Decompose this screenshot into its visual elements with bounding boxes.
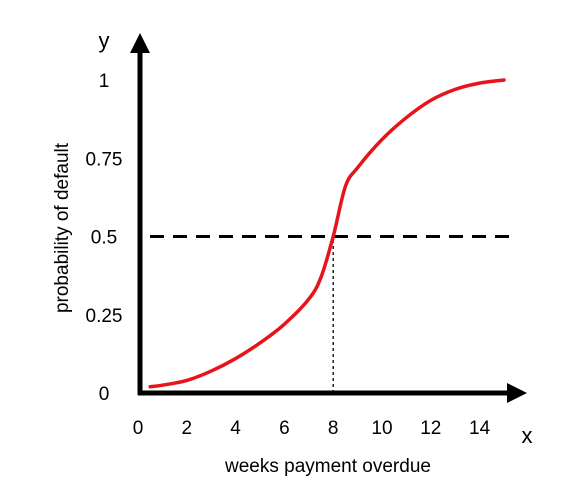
axes <box>130 33 527 403</box>
y-axis-label: probability of default <box>52 142 73 313</box>
plot-layer <box>148 78 515 393</box>
x-tick-label: 0 <box>133 418 144 439</box>
y-tick-label: 0.75 <box>86 149 123 170</box>
series-line <box>148 78 506 389</box>
y-axis-letter: y <box>99 28 110 53</box>
x-axis-letter: x <box>522 423 533 448</box>
x-tick-label: 6 <box>279 418 290 439</box>
x-tick-label: 10 <box>371 418 392 439</box>
y-tick-label: 0.5 <box>91 228 117 249</box>
y-tick-label: 0 <box>99 384 110 405</box>
y-tick-label: 1 <box>99 71 110 92</box>
x-axis-arrowhead <box>507 383 527 403</box>
text-layer: y x weeks payment overdue probability of… <box>52 28 533 477</box>
y-tick-label: 0.25 <box>86 306 123 327</box>
x-tick-label: 8 <box>328 418 339 439</box>
x-tick-label: 12 <box>420 418 441 439</box>
x-tick-label: 2 <box>182 418 193 439</box>
y-axis-arrowhead <box>130 33 150 53</box>
x-tick-label: 4 <box>230 418 241 439</box>
x-tick-label: 14 <box>469 418 491 439</box>
x-axis-label: weeks payment overdue <box>224 456 431 477</box>
